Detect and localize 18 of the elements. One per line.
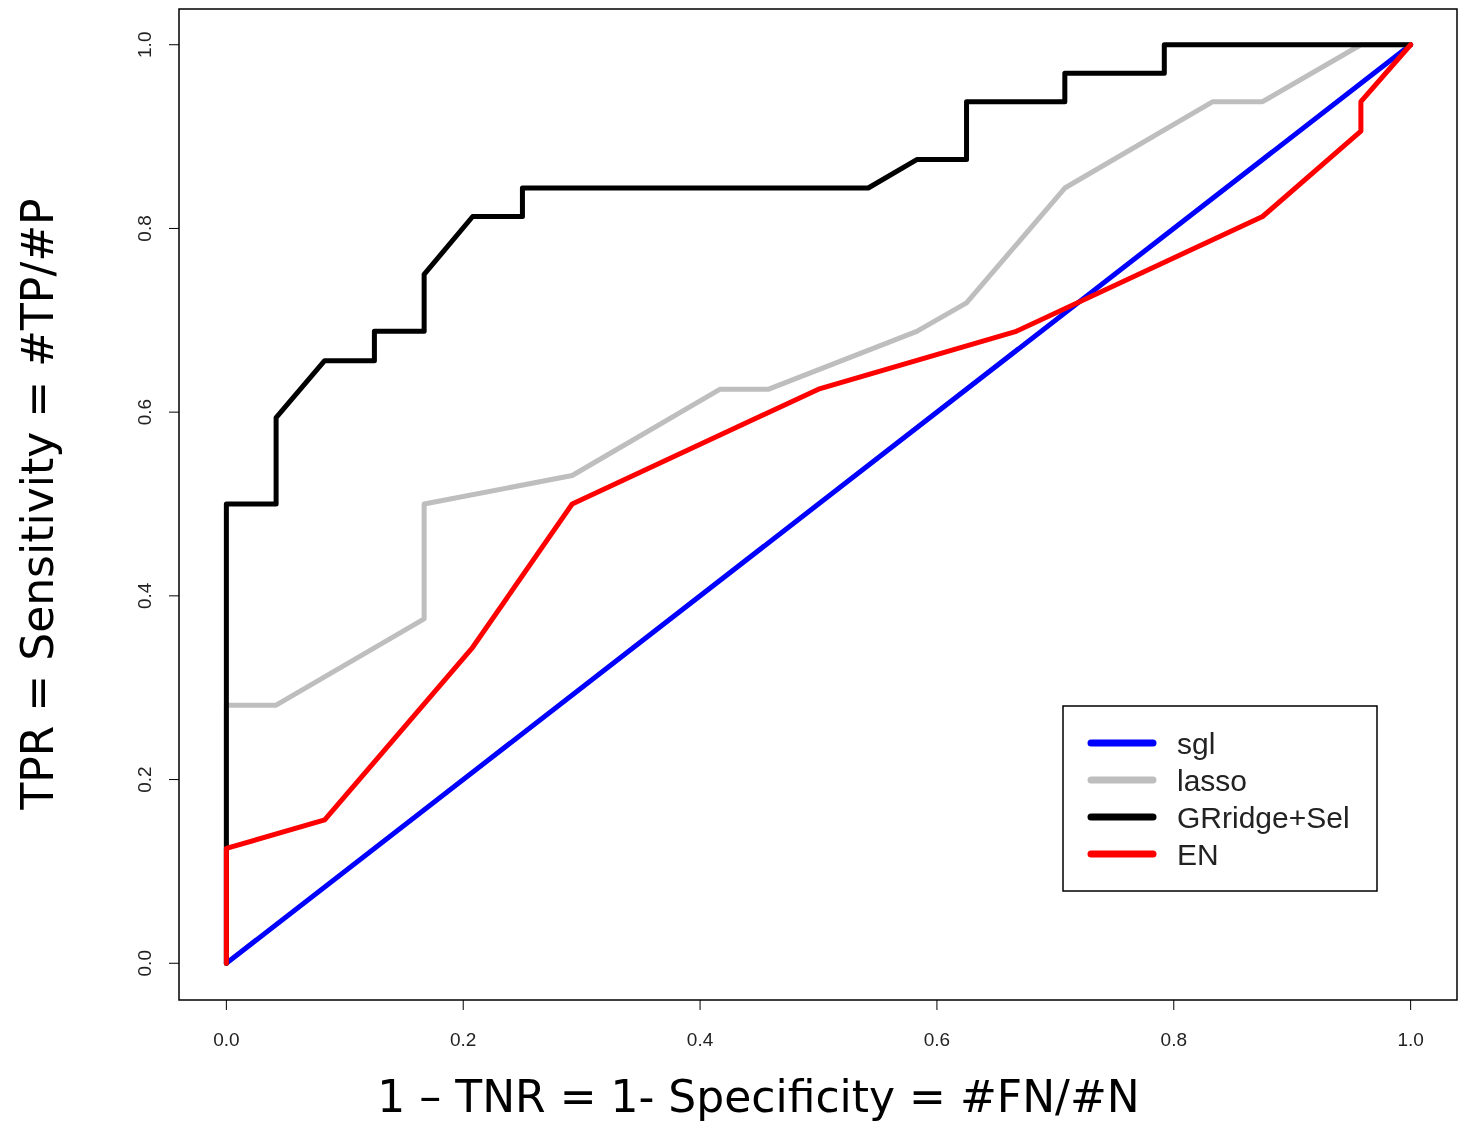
x-axis-title: 1 – TNR = 1- Specificity = #FN/#N [377, 1071, 1140, 1122]
legend-label: sgl [1177, 727, 1216, 760]
y-tick-label: 0.6 [134, 398, 155, 426]
x-tick-label: 0.8 [1160, 1029, 1187, 1050]
legend-label: lasso [1177, 764, 1248, 797]
x-tick-label: 1.0 [1397, 1029, 1424, 1050]
legend-label: GRridge+Sel [1177, 801, 1350, 834]
y-tick-label: 0.2 [134, 766, 155, 793]
legend-label: EN [1177, 838, 1219, 871]
y-tick-label: 1.0 [134, 31, 155, 58]
x-tick-label: 0.0 [213, 1029, 240, 1050]
y-tick-label: 0.0 [134, 950, 155, 977]
x-tick-label: 0.4 [686, 1029, 714, 1050]
x-tick-label: 0.2 [450, 1029, 477, 1050]
y-axis-title: TPR = Sensitivity = #TP/#P [12, 198, 63, 811]
y-tick-label: 0.8 [134, 215, 155, 242]
y-tick-label: 0.4 [134, 582, 155, 610]
x-tick-label: 0.6 [923, 1029, 951, 1050]
